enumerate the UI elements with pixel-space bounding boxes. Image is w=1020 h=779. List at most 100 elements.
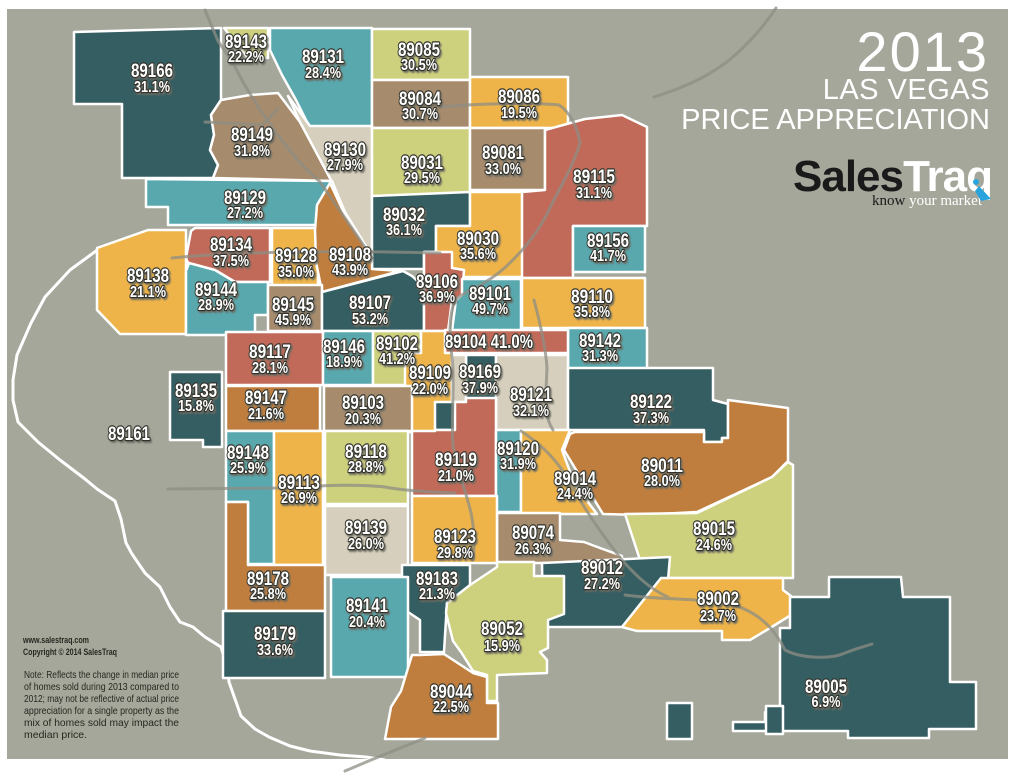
svg-text:89148: 89148	[227, 442, 269, 464]
svg-text:53.2%: 53.2%	[352, 311, 388, 328]
svg-text:89086: 89086	[498, 86, 540, 108]
svg-text:37.5%: 37.5%	[213, 253, 249, 270]
svg-text:89119: 89119	[435, 449, 477, 471]
svg-text:27.2%: 27.2%	[227, 205, 263, 222]
svg-text:89074: 89074	[512, 522, 554, 544]
svg-text:18.9%: 18.9%	[326, 354, 362, 371]
svg-text:www.salestraq.com: www.salestraq.com	[22, 635, 89, 645]
svg-text:89139: 89139	[345, 517, 387, 539]
svg-text:89135: 89135	[175, 380, 217, 402]
svg-text:2013: 2013	[856, 20, 989, 83]
svg-text:89002: 89002	[697, 588, 739, 610]
svg-text:89084: 89084	[399, 88, 441, 110]
svg-text:27.9%: 27.9%	[327, 157, 363, 174]
svg-text:36.1%: 36.1%	[386, 222, 422, 239]
svg-text:appreciation for a single prop: appreciation for a single property as th…	[24, 705, 179, 717]
svg-text:89141: 89141	[346, 595, 388, 617]
svg-text:89134: 89134	[210, 234, 252, 256]
svg-text:31.8%: 31.8%	[234, 143, 270, 160]
svg-text:31.1%: 31.1%	[576, 185, 612, 202]
svg-text:of homes sold during 2013 comp: of homes sold during 2013 compared to	[24, 681, 179, 693]
svg-text:25.8%: 25.8%	[250, 586, 286, 603]
svg-text:41.2%: 41.2%	[379, 351, 415, 368]
svg-text:89044: 89044	[430, 681, 472, 703]
svg-text:89142: 89142	[579, 330, 621, 352]
svg-text:median price.: median price.	[24, 729, 87, 741]
svg-text:35.8%: 35.8%	[574, 304, 610, 321]
svg-text:89179: 89179	[254, 623, 296, 645]
svg-text:26.3%: 26.3%	[515, 541, 551, 558]
svg-text:20.4%: 20.4%	[349, 614, 385, 631]
svg-text:89052: 89052	[481, 618, 523, 640]
svg-text:89145: 89145	[272, 294, 314, 316]
svg-text:89031: 89031	[401, 152, 443, 174]
svg-text:21.0%: 21.0%	[438, 468, 474, 485]
svg-text:19.5%: 19.5%	[501, 105, 537, 122]
svg-text:89032: 89032	[383, 204, 425, 226]
svg-text:21.3%: 21.3%	[419, 586, 455, 603]
svg-text:6.9%: 6.9%	[812, 694, 841, 711]
svg-text:89106: 89106	[416, 271, 458, 293]
svg-text:89109: 89109	[409, 362, 451, 384]
svg-text:30.7%: 30.7%	[402, 106, 438, 123]
svg-text:22.0%: 22.0%	[412, 381, 448, 398]
svg-text:89122: 89122	[630, 391, 672, 413]
svg-text:21.6%: 21.6%	[248, 406, 284, 423]
svg-text:89107: 89107	[349, 292, 391, 314]
svg-text:89118: 89118	[345, 441, 387, 463]
svg-text:15.9%: 15.9%	[484, 638, 520, 655]
svg-text:89110: 89110	[571, 286, 613, 308]
svg-text:89144: 89144	[195, 279, 237, 301]
svg-text:37.9%: 37.9%	[462, 380, 498, 397]
svg-text:89015: 89015	[693, 518, 735, 540]
svg-text:23.7%: 23.7%	[700, 608, 736, 625]
svg-text:25.9%: 25.9%	[230, 460, 266, 477]
svg-text:89121: 89121	[510, 384, 552, 406]
svg-text:24.4%: 24.4%	[557, 486, 593, 503]
svg-text:89166: 89166	[131, 60, 173, 82]
svg-text:45.9%: 45.9%	[275, 312, 311, 329]
svg-text:89081: 89081	[482, 142, 524, 164]
svg-text:49.7%: 49.7%	[472, 301, 508, 318]
svg-text:27.2%: 27.2%	[584, 576, 620, 593]
svg-text:37.3%: 37.3%	[633, 410, 669, 427]
svg-text:89014: 89014	[554, 468, 596, 490]
svg-text:89102: 89102	[376, 333, 418, 355]
svg-text:89178: 89178	[247, 568, 289, 590]
svg-text:89113: 89113	[278, 472, 320, 494]
svg-text:Sales: Sales	[793, 152, 903, 201]
svg-text:89005: 89005	[805, 676, 847, 698]
svg-text:89115: 89115	[573, 166, 615, 188]
svg-text:24.6%: 24.6%	[696, 537, 732, 554]
svg-text:28.4%: 28.4%	[305, 65, 341, 82]
svg-text:22.5%: 22.5%	[433, 699, 469, 716]
svg-text:89120: 89120	[497, 438, 539, 460]
svg-text:31.3%: 31.3%	[582, 348, 618, 365]
svg-text:89169: 89169	[459, 361, 501, 383]
svg-text:89147: 89147	[245, 387, 287, 409]
svg-text:89123: 89123	[434, 526, 476, 548]
svg-text:33.0%: 33.0%	[485, 161, 521, 178]
svg-text:89108: 89108	[329, 244, 371, 266]
svg-text:26.9%: 26.9%	[281, 490, 317, 507]
svg-text:21.1%: 21.1%	[130, 284, 166, 301]
svg-text:89085: 89085	[398, 39, 440, 61]
svg-text:89183: 89183	[416, 568, 458, 590]
svg-text:89128: 89128	[275, 245, 317, 267]
svg-text:29.8%: 29.8%	[437, 545, 473, 562]
svg-text:20.3%: 20.3%	[345, 411, 381, 428]
svg-text:36.9%: 36.9%	[419, 289, 455, 306]
svg-text:2012; may not be reflective of: 2012; may not be reflective of actual pr…	[24, 693, 179, 705]
svg-text:31.9%: 31.9%	[500, 456, 536, 473]
svg-text:89012: 89012	[581, 557, 623, 579]
svg-text:PRICE APPRECIATION: PRICE APPRECIATION	[681, 104, 990, 136]
svg-text:35.0%: 35.0%	[278, 264, 314, 281]
svg-text:35.6%: 35.6%	[460, 246, 496, 263]
svg-text:89131: 89131	[302, 46, 344, 68]
svg-text:mix of homes sold may impact t: mix of homes sold may impact the	[24, 717, 179, 729]
svg-text:Copyright © 2014 SalesTraq: Copyright © 2014 SalesTraq	[23, 647, 117, 657]
svg-text:31.1%: 31.1%	[134, 79, 170, 96]
svg-text:30.5%: 30.5%	[401, 57, 437, 74]
svg-text:know your market: know your market	[872, 193, 983, 209]
svg-text:26.0%: 26.0%	[348, 536, 384, 553]
